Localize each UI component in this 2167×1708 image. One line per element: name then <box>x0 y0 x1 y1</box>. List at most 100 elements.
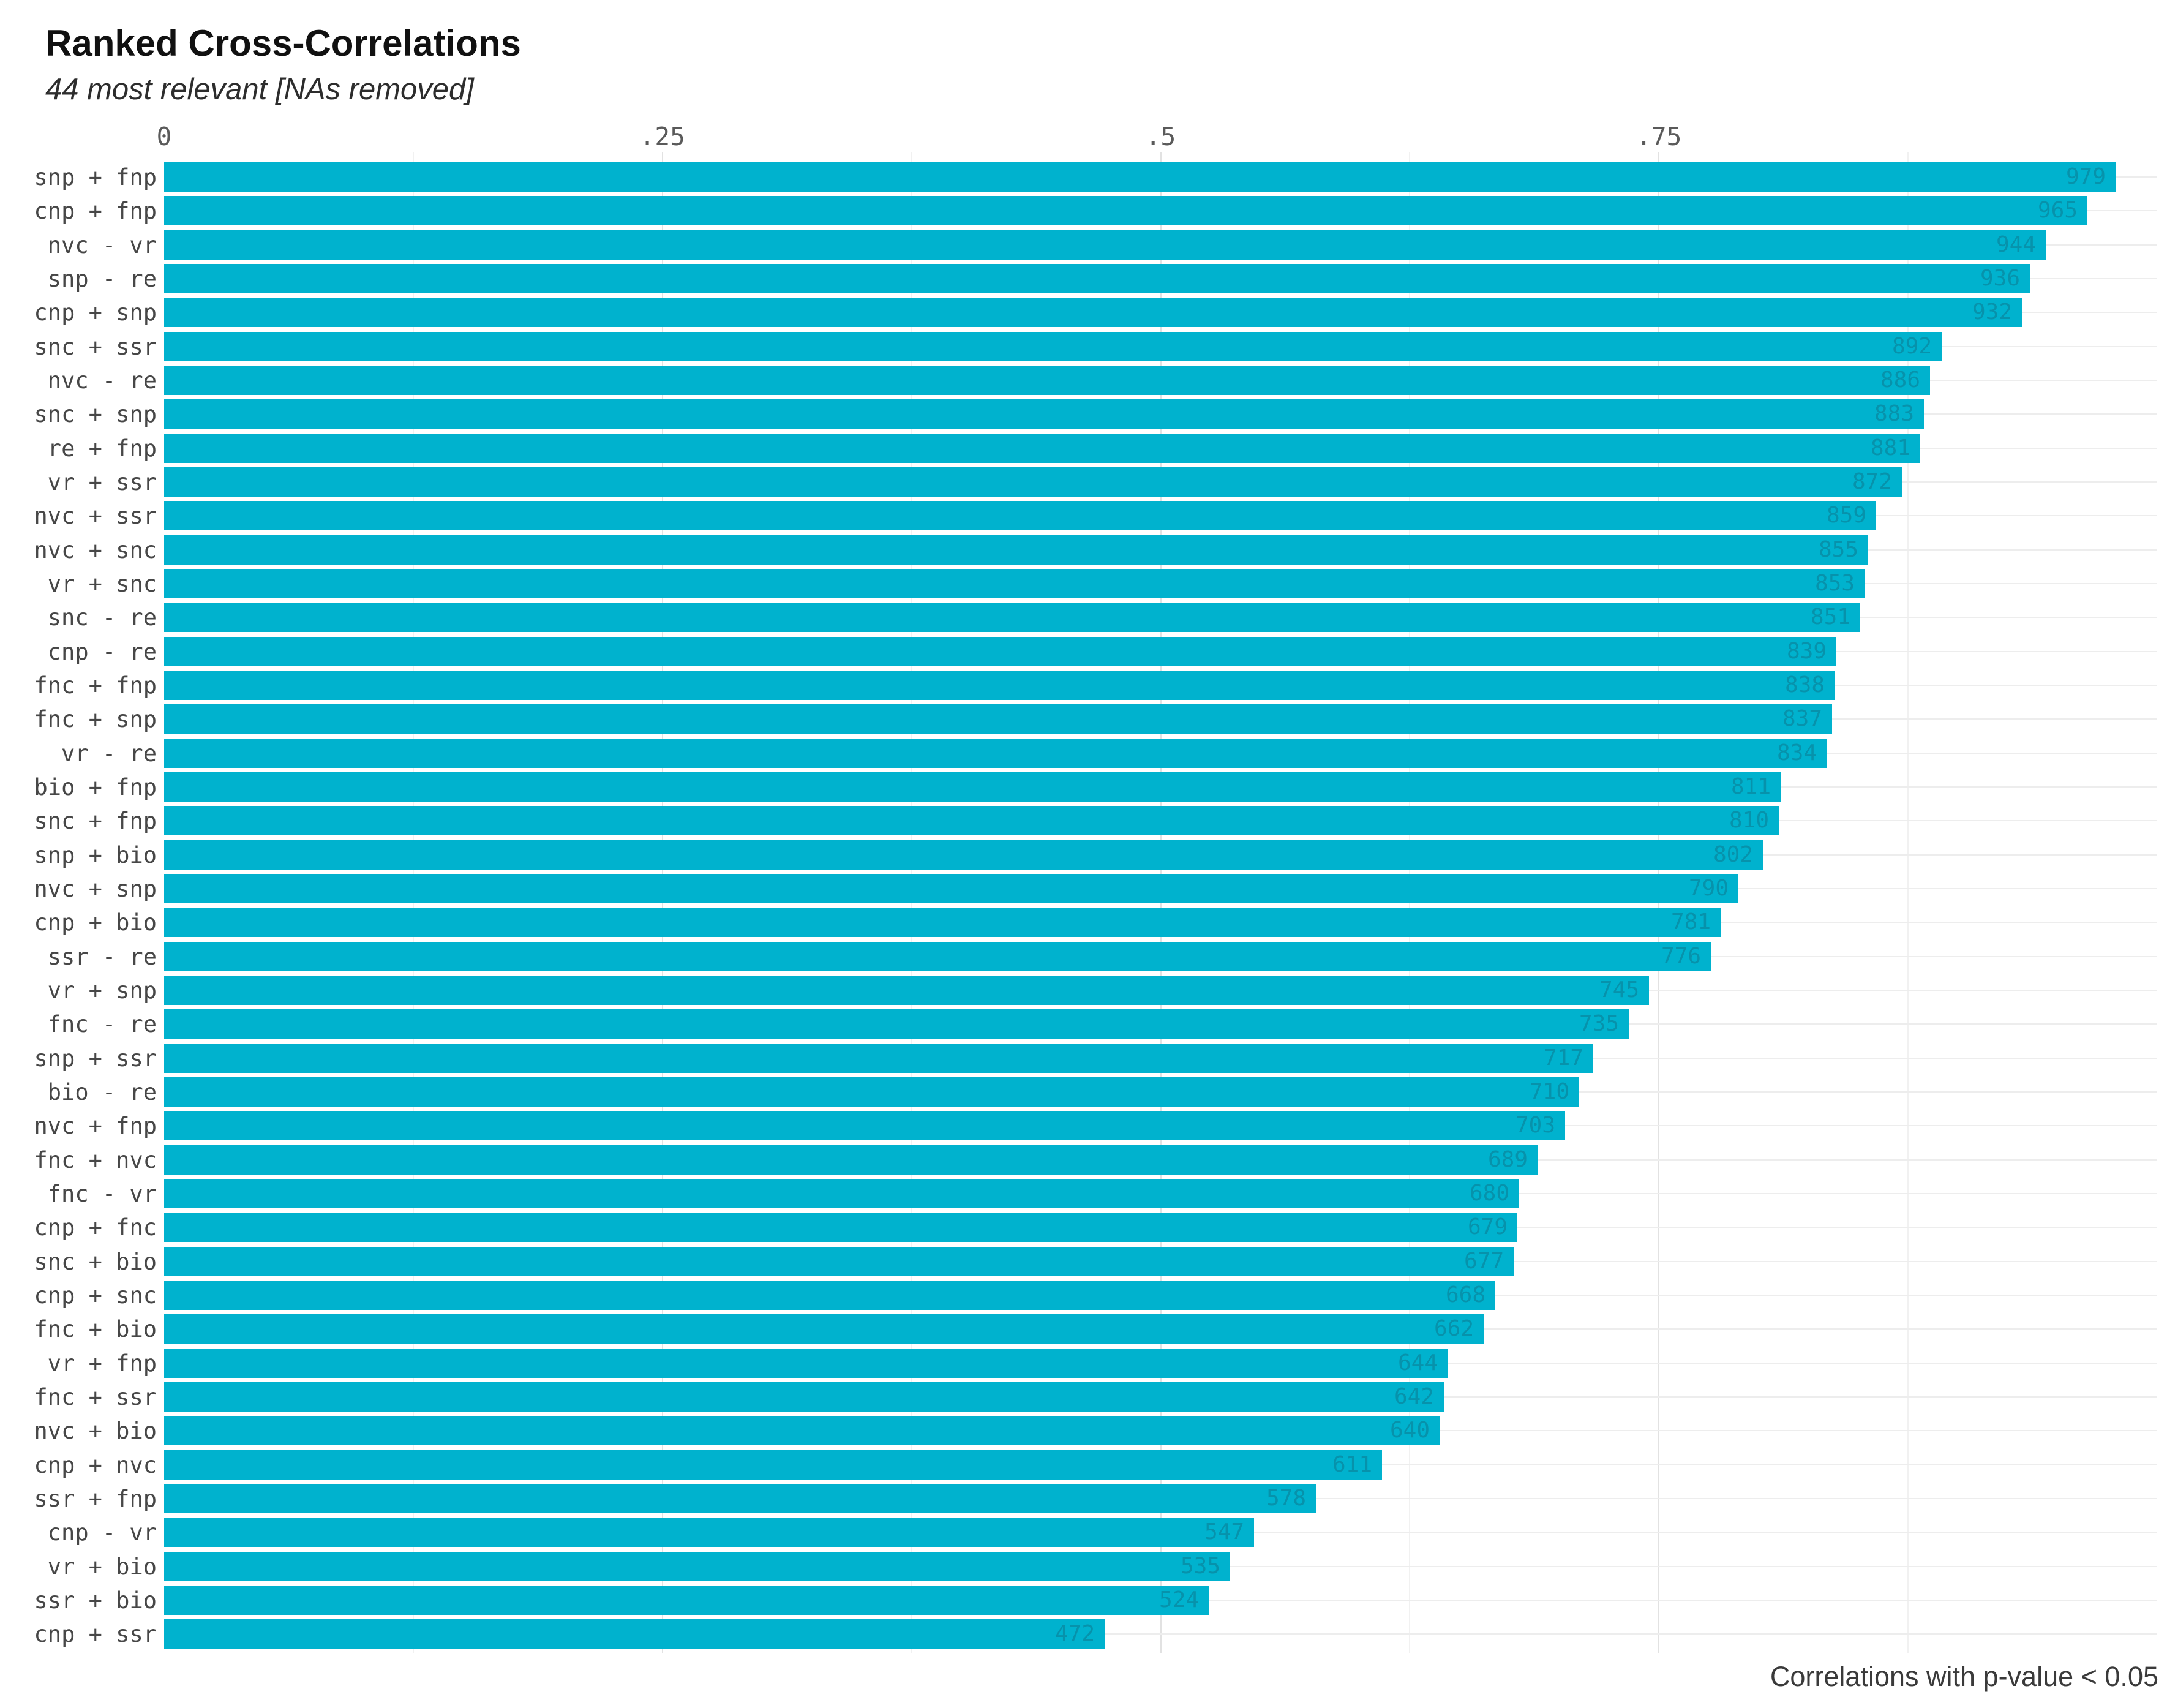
bar-row: bio - re 710 <box>0 1077 2167 1107</box>
bar: 680 <box>164 1178 1519 1208</box>
bar: 965 <box>164 196 2087 226</box>
bar-category-label: re + fnp <box>34 435 157 462</box>
bar: 810 <box>164 806 1779 836</box>
bar: 535 <box>164 1551 1230 1581</box>
bar-row: nvc - re 886 <box>0 365 2167 395</box>
bar-category-label: nvc - vr <box>47 231 157 258</box>
bar-category-label: vr + snc <box>34 570 157 597</box>
bar-category-label: fnc + fnp <box>34 672 157 699</box>
bar-row: cnp + bio 781 <box>0 908 2167 938</box>
bar-row: fnc + fnp 838 <box>0 670 2167 700</box>
bar: 886 <box>164 365 1930 395</box>
bar-row: cnp + ssr 472 <box>0 1619 2167 1649</box>
bar: 802 <box>164 840 1763 870</box>
bar-category-label: nvc - re <box>47 367 157 394</box>
bar-row: ssr + bio 524 <box>0 1585 2167 1615</box>
bar-category-label: snp + fnp <box>34 164 157 190</box>
bar-value-label: 735 <box>1579 1011 1619 1037</box>
bar: 892 <box>164 331 1942 361</box>
bar-row: vr + fnp 644 <box>0 1348 2167 1378</box>
x-axis-tick-label: .75 <box>1636 122 1682 151</box>
bar-value-label: 881 <box>1870 435 1910 461</box>
bar: 838 <box>164 670 1835 700</box>
bar-category-label: fnc + ssr <box>34 1383 157 1410</box>
bar: 776 <box>164 941 1711 971</box>
bar-row: snc + fnp 810 <box>0 806 2167 836</box>
bar-value-label: 662 <box>1433 1316 1474 1342</box>
bar-value-label: 745 <box>1599 977 1639 1003</box>
bar-value-label: 892 <box>1891 333 1932 359</box>
bar-value-label: 703 <box>1515 1113 1555 1138</box>
bar-category-label: snp + ssr <box>34 1045 157 1072</box>
bar-row: cnp - re 839 <box>0 636 2167 666</box>
bar-value-label: 834 <box>1776 740 1817 766</box>
bar-row: cnp + snp 932 <box>0 298 2167 328</box>
bar-row: cnp - vr 547 <box>0 1518 2167 1548</box>
bar: 472 <box>164 1619 1105 1649</box>
bar: 834 <box>164 738 1827 768</box>
bar: 790 <box>164 873 1738 903</box>
bar: 839 <box>164 636 1836 666</box>
bar-value-label: 679 <box>1467 1214 1508 1240</box>
bar-row: snp + ssr 717 <box>0 1043 2167 1073</box>
bar-category-label: bio + fnp <box>34 773 157 800</box>
bar-category-label: fnc + bio <box>34 1316 157 1343</box>
bar-row: fnc + snp 837 <box>0 704 2167 734</box>
bar-category-label: bio - re <box>47 1078 157 1105</box>
bar-category-label: nvc + snp <box>34 875 157 902</box>
bar-row: nvc - vr 944 <box>0 230 2167 260</box>
bar: 936 <box>164 263 2030 293</box>
bar: 781 <box>164 908 1721 938</box>
bar-category-label: ssr + bio <box>34 1587 157 1614</box>
bar-category-label: cnp + ssr <box>34 1621 157 1648</box>
bar-row: fnc + bio 662 <box>0 1314 2167 1344</box>
bar-value-label: 547 <box>1204 1519 1244 1545</box>
gridline-vertical-minor <box>1907 152 1909 1653</box>
bar-row: nvc + fnp 703 <box>0 1111 2167 1141</box>
bar-row: snp - re 936 <box>0 263 2167 293</box>
bar-row: snc + snp 883 <box>0 399 2167 429</box>
bar-value-label: 802 <box>1713 841 1753 867</box>
bar: 547 <box>164 1518 1254 1548</box>
bar: 640 <box>164 1416 1440 1446</box>
bar-category-label: ssr + fnp <box>34 1485 157 1512</box>
bar: 735 <box>164 1009 1629 1039</box>
x-axis-tick-label: .5 <box>1145 122 1176 151</box>
bar: 944 <box>164 230 2046 260</box>
bar: 710 <box>164 1077 1579 1107</box>
bar-category-label: nvc + snc <box>34 536 157 563</box>
bar-value-label: 853 <box>1814 570 1855 596</box>
bar-category-label: fnc + nvc <box>34 1146 157 1173</box>
bar-value-label: 710 <box>1529 1078 1569 1104</box>
bar-category-label: nvc + ssr <box>34 503 157 530</box>
bar-row: fnc + nvc 689 <box>0 1145 2167 1175</box>
chart-title: Ranked Cross-Correlations <box>45 23 521 64</box>
bar-category-label: snc + ssr <box>34 333 157 360</box>
bar-category-label: nvc + bio <box>34 1418 157 1445</box>
bar-category-label: cnp + snp <box>34 299 157 326</box>
bar-value-label: 810 <box>1729 808 1769 833</box>
bar-category-label: snc + snp <box>34 401 157 428</box>
bar-row: re + fnp 881 <box>0 433 2167 463</box>
gridline-horizontal <box>164 1633 2157 1635</box>
bar-category-label: cnp + nvc <box>34 1451 157 1478</box>
bar: 703 <box>164 1111 1565 1141</box>
bar-value-label: 680 <box>1469 1180 1509 1206</box>
bar-value-label: 886 <box>1880 367 1920 393</box>
bar-row: cnp + nvc 611 <box>0 1450 2167 1480</box>
bar-value-label: 883 <box>1874 401 1914 427</box>
bar-value-label: 872 <box>1852 468 1892 494</box>
bar-value-label: 838 <box>1784 672 1825 698</box>
bar: 745 <box>164 975 1649 1005</box>
bar-value-label: 642 <box>1394 1383 1434 1409</box>
bar: 644 <box>164 1348 1448 1378</box>
bar-value-label: 668 <box>1445 1282 1485 1307</box>
bar-value-label: 776 <box>1661 943 1701 969</box>
bar-value-label: 535 <box>1180 1553 1220 1579</box>
bar-value-label: 524 <box>1159 1587 1199 1612</box>
bar: 872 <box>164 467 1902 497</box>
bar-row: snc - re 851 <box>0 603 2167 633</box>
bar: 837 <box>164 704 1832 734</box>
bar: 979 <box>164 162 2116 192</box>
